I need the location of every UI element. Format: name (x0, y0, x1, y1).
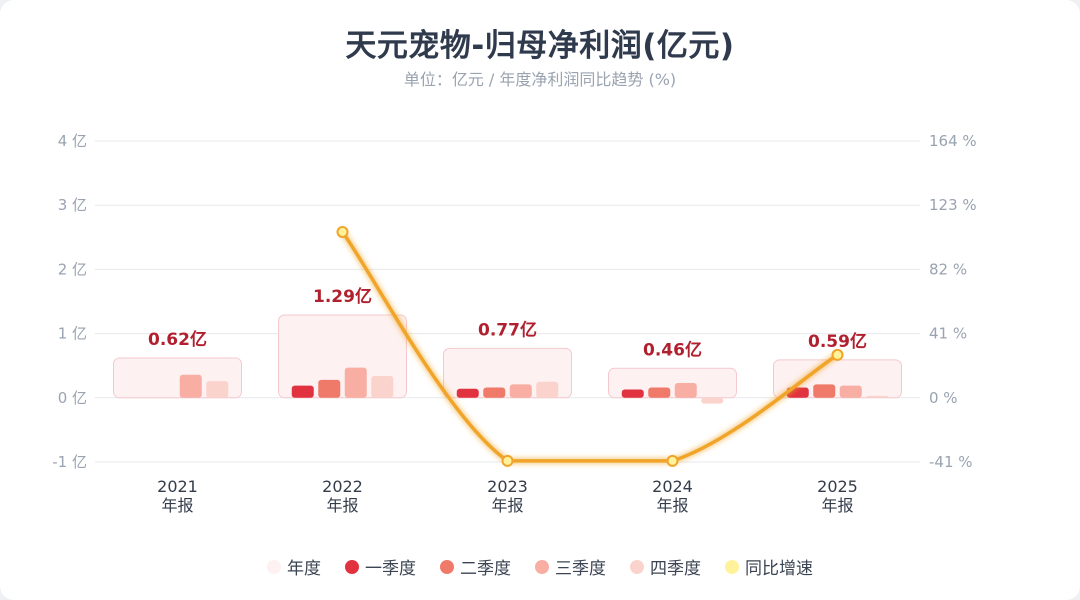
quarter-bar-q2 (648, 387, 671, 398)
legend-swatch (630, 559, 644, 574)
x-category-year: 2023 (487, 477, 528, 496)
legend-item[interactable]: 三季度 (535, 554, 606, 579)
x-category-period: 年报 (656, 496, 688, 515)
x-category-period: 年报 (821, 496, 853, 515)
legend-item[interactable]: 同比增速 (725, 554, 813, 579)
y-left-tick-label: -1 亿 (52, 453, 87, 471)
quarter-bar-q2 (813, 384, 836, 398)
yoy-line (340, 230, 840, 463)
quarter-bar-q4 (206, 381, 229, 398)
legend-label: 二季度 (460, 559, 511, 579)
y-right-tick-label: 41 % (929, 325, 967, 343)
quarter-bar-q3 (839, 385, 862, 398)
annual-value-label: 1.29亿 (313, 286, 372, 307)
x-category-year: 2022 (322, 477, 363, 496)
quarter-bar-q4 (371, 375, 394, 398)
quarter-bar-q3 (509, 384, 532, 398)
legend-item[interactable]: 二季度 (440, 554, 511, 579)
y-left-tick-label: 1 亿 (58, 325, 87, 343)
legend-swatch (440, 559, 454, 574)
quarter-bar-q3 (674, 383, 697, 398)
y-right-tick-label: 0 % (929, 389, 958, 407)
quarter-bar-q2 (483, 387, 506, 398)
yoy-point (336, 225, 349, 238)
quarter-bar-q3 (179, 374, 202, 398)
y-left-tick-label: 0 亿 (58, 389, 87, 407)
x-category-period: 年报 (326, 496, 358, 515)
annual-value-label: 0.59亿 (808, 331, 867, 352)
legend-item[interactable]: 年度 (267, 554, 321, 579)
annual-value-label: 0.77亿 (478, 319, 537, 340)
quarter-bar-q4 (536, 381, 559, 398)
annual-value-label: 0.62亿 (148, 329, 207, 350)
yoy-point (666, 454, 679, 467)
legend-label: 三季度 (555, 559, 606, 579)
y-right-tick-label: 164 % (929, 132, 977, 150)
yoy-point (831, 348, 844, 361)
legend-label: 四季度 (650, 559, 701, 579)
quarter-bar-q1 (621, 389, 644, 398)
legend-swatch (267, 559, 281, 574)
y-right-tick-label: -41 % (929, 453, 973, 471)
y-right-tick-label: 123 % (929, 196, 977, 214)
yoy-point (501, 454, 514, 467)
legend-item[interactable]: 四季度 (630, 554, 701, 579)
chart-title: 天元宠物-归母净利润(亿元) (345, 28, 735, 64)
quarter-bar-q4 (701, 397, 724, 404)
quarter-bar-q1 (456, 388, 479, 398)
y-left-tick-label: 2 亿 (58, 260, 87, 278)
x-category-year: 2025 (817, 477, 858, 496)
quarter-bar-q4 (866, 395, 889, 398)
chart-legend: 年度 一季度 二季度 三季度 四季度 同比增速 (0, 554, 1080, 579)
quarter-bar-q3 (344, 367, 367, 398)
y-left-tick-label: 4 亿 (58, 132, 87, 150)
x-category-year: 2024 (652, 477, 693, 496)
legend-item[interactable]: 一季度 (345, 554, 416, 579)
y-right-tick-label: 82 % (929, 260, 967, 278)
legend-label: 同比增速 (745, 559, 813, 579)
x-category-period: 年报 (491, 496, 523, 515)
legend-label: 一季度 (365, 559, 416, 579)
x-category-period: 年报 (161, 496, 193, 515)
annual-value-label: 0.46亿 (643, 339, 702, 360)
legend-swatch (535, 559, 549, 574)
quarter-bar-q1 (291, 385, 314, 398)
legend-swatch (345, 559, 359, 574)
legend-label: 年度 (287, 559, 321, 579)
legend-swatch (725, 559, 739, 574)
quarter-bar-q2 (318, 379, 341, 398)
y-left-tick-label: 3 亿 (58, 196, 87, 214)
x-category-year: 2021 (157, 477, 198, 496)
chart-subtitle: 单位：亿元 / 年度净利润同比趋势 (%) (403, 70, 677, 89)
